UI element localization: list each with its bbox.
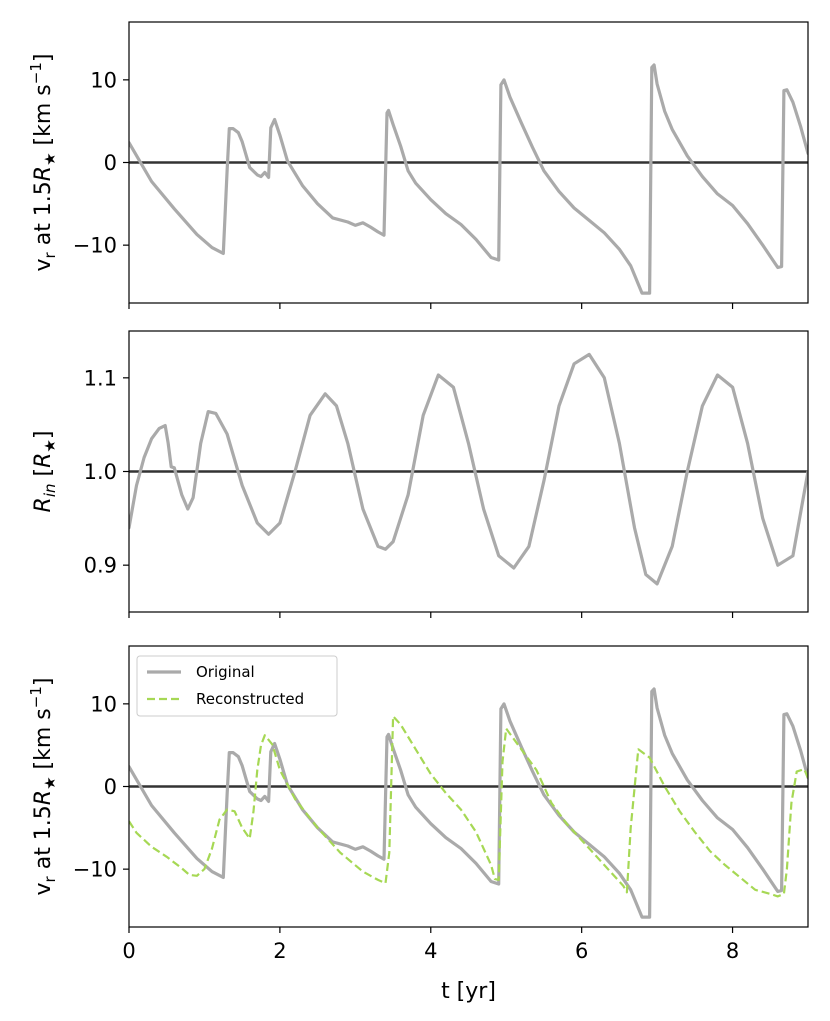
panel-middle-ylabel: Rin [R★] <box>31 431 59 513</box>
legend-label-original: Original <box>196 663 255 681</box>
panel-middle-ytick-label: 0.9 <box>84 554 117 578</box>
panel-top-ytick-label: −10 <box>73 234 117 258</box>
panel-bottom-series-reconstructed <box>129 715 808 898</box>
panel-top-ylabel: vr at 1.5R★ [km s−1] <box>27 54 59 272</box>
legend-label-reconstructed: Reconstructed <box>196 690 304 708</box>
panel-middle-ytick-label: 1.0 <box>84 460 117 484</box>
panel-top-velocity: −10 0 10 vr at 1.5R★ [km s−1] <box>27 21 809 309</box>
legend-box <box>136 655 338 717</box>
panel-top-ytick-label: 0 <box>104 151 117 175</box>
panel-top-series-layer <box>129 63 808 295</box>
panel-middle-series-layer <box>129 352 808 586</box>
panel-top-series-original <box>129 63 808 295</box>
panel-middle-ytick-label: 1.1 <box>84 366 117 390</box>
panel-bottom-xtick-label: 0 <box>122 939 135 963</box>
panel-bottom-xtick-label: 8 <box>726 939 739 963</box>
panel-bottom-series-original <box>129 687 808 919</box>
panel-middle-series-original <box>129 352 808 586</box>
panel-bottom-ytick-label: 10 <box>90 692 117 716</box>
panel-top-ticks: −10 0 10 <box>73 68 734 309</box>
panel-bottom-xtick-label: 4 <box>424 939 437 963</box>
panel-bottom-ytick-label: 0 <box>104 775 117 799</box>
panel-bottom-ylabel: vr at 1.5R★ [km s−1] <box>27 678 59 896</box>
panel-bottom-ytick-label: −10 <box>73 858 117 882</box>
legend: Original Reconstructed <box>136 655 338 717</box>
panel-bottom-series-layer <box>129 687 808 919</box>
panel-bottom-ticks: 0 2 4 6 8 −10 0 10 <box>73 692 740 963</box>
panel-middle-ticks: 0.9 1.0 1.1 <box>84 366 734 618</box>
panel-bottom-xtick-label: 2 <box>273 939 286 963</box>
panel-bottom-xtick-label: 6 <box>575 939 588 963</box>
panel-middle-radius: 0.9 1.0 1.1 Rin [R★] <box>31 330 809 618</box>
panel-bottom-xlabel: t [yr] <box>441 979 496 1004</box>
panel-top-ytick-label: 10 <box>90 68 117 92</box>
